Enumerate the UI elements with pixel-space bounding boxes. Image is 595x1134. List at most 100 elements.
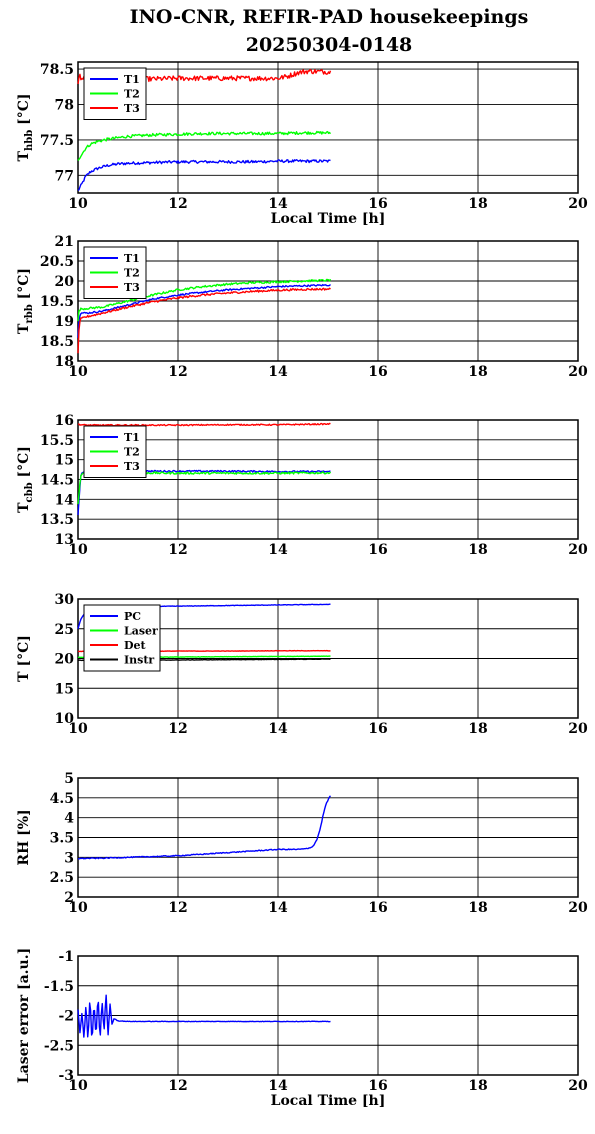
panel4-xtick-label: 18 [468,721,487,737]
panel1-legend-label: T1 [124,73,140,86]
panel1-ytick-label: 77.5 [40,133,74,149]
panel6: 10 12 14 16 18 20 -3 -2.5 -2 -1.5 -1 Local Time [h]… [16,948,588,1109]
panel1-xtick-label: 20 [568,196,588,212]
panel2-xtick-label: 18 [468,364,487,380]
panel3-series-line-t3 [77,422,331,427]
panel2-ylabel: Trbb [°C] [16,268,35,334]
panel3-legend-label: T3 [124,460,140,473]
panel5: 10 12 14 16 18 20 2 2.5 3 3.5 4 4.5 5 RH [%] [16,771,588,916]
panel5-ytick-label: 5 [64,771,74,787]
panel2-xtick-label: 12 [168,364,187,380]
panel4-ytick-label: 10 [55,711,75,727]
panel6-ytick-label: -1 [58,949,74,965]
panel3-ytick-label: 13.5 [40,512,74,528]
panel3-legend-label: T1 [124,431,140,444]
panel5-ytick-label: 4 [64,811,74,827]
panel4-ytick-label: 20 [55,652,75,668]
panel2-legend-label: T3 [124,281,140,294]
panel6-xtick-label: 14 [268,1078,288,1094]
panel4-xtick-label: 16 [368,721,387,737]
panel4-legend-label: Instr [124,654,154,667]
panel6-xtick-label: 10 [68,1078,88,1094]
panel1-legend-label: T3 [124,102,140,115]
panel6-xtick-label: 20 [568,1078,588,1094]
panel6-series-line-data [77,994,331,1038]
panel5-xtick-label: 16 [368,900,387,916]
panel5-ylabel: RH [%] [16,809,32,865]
panel3-ytick-label: 16 [55,413,74,429]
panel1-xtick-label: 14 [268,196,288,212]
panel2-series-line-t3 [77,287,331,354]
panel2-ytick-label: 20 [55,274,75,290]
panel6-ytick-label: -2.5 [44,1038,74,1054]
panel2-ytick-label: 20.5 [40,254,74,270]
panel3-ytick-label: 13 [55,532,74,548]
panel4-xtick-label: 20 [568,721,588,737]
panel1-xtick-label: 12 [168,196,187,212]
panel1-xtick-label: 18 [468,196,487,212]
panel3-xtick-label: 18 [468,542,487,558]
panel2-ytick-label: 18 [55,354,74,370]
panel6-ylabel: Laser error [a.u.] [16,948,32,1083]
panel2-xtick-label: 10 [68,364,88,380]
panel4-xtick-label: 12 [168,721,187,737]
panel5-xtick-label: 10 [68,900,88,916]
panel1-xtick-label: 10 [68,196,88,212]
panel6-xtick-label: 16 [368,1078,387,1094]
panel4-legend-label: PC [124,610,141,623]
panel4-legend-label: Det [124,639,147,652]
panel5-ytick-label: 2 [64,890,74,906]
panel1-series-line-t1 [77,159,331,191]
panel1-legend-label: T2 [124,88,140,101]
figure-title-line1: INO-CNR, REFIR-PAD housekeepings [130,6,529,28]
panel5-xtick-label: 20 [568,900,588,916]
panel6-ytick-label: -3 [58,1068,74,1084]
panel3-ylabel: Tcbb [°C] [16,446,35,513]
panel3-xtick-label: 12 [168,542,187,558]
panel2-ytick-label: 21 [55,234,74,250]
panel3-xtick-label: 10 [68,542,88,558]
panel3-ytick-label: 15 [55,453,74,469]
panel4-xtick-label: 10 [68,721,88,737]
panel2-ytick-label: 18.5 [40,334,74,350]
panel2-series-line-t1 [77,283,331,338]
panel1-series-line-t2 [77,130,332,161]
figure-title-line2: 20250304-0148 [246,34,413,56]
panel4-legend-label: Laser [124,625,158,638]
panel1-ytick-label: 78 [55,97,74,113]
panel5-ytick-label: 2.5 [50,870,74,886]
panel2-series-line-t2 [77,278,332,322]
panel1-ytick-label: 77 [55,168,74,184]
panel3-xtick-label: 16 [368,542,387,558]
panel5-ytick-label: 3.5 [50,831,74,847]
panel2-ytick-label: 19 [55,314,74,330]
panel3-ytick-label: 14.5 [40,473,74,489]
panel3-xtick-label: 20 [568,542,588,558]
panel5-series-line-data [77,795,332,860]
panel4-ytick-label: 25 [55,622,74,638]
panel2-xtick-label: 20 [568,364,588,380]
panel6-ytick-label: -1.5 [44,979,74,995]
panel2-ytick-label: 19.5 [40,294,74,310]
panel4-ylabel: T [°C] [16,635,32,682]
panel1-xlabel: Local Time [h] [271,211,386,227]
panel4-ytick-label: 30 [55,592,75,608]
panel2-legend-label: T2 [124,267,140,280]
panel4-xtick-label: 14 [268,721,288,737]
panel3-ytick-label: 15.5 [40,433,74,449]
panel5-xtick-label: 14 [268,900,288,916]
panel3-xtick-label: 14 [268,542,288,558]
panel2-legend-label: T1 [124,252,140,265]
panel5-xtick-label: 12 [168,900,187,916]
panel6-xtick-label: 12 [168,1078,187,1094]
panel5-ytick-label: 3 [64,850,74,866]
